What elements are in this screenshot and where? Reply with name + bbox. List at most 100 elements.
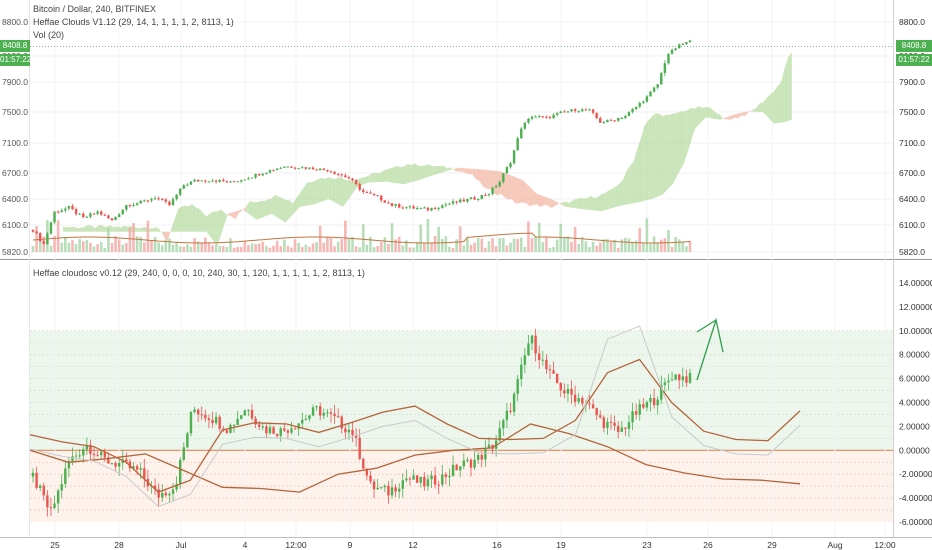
- price-candle: [117, 214, 121, 218]
- cloud-segment: [141, 226, 146, 232]
- price-candle: [548, 117, 552, 119]
- volume-bar: [376, 246, 379, 252]
- osc-axis-label: 2.00000: [899, 421, 930, 431]
- osc-candle: [545, 359, 548, 370]
- price-candle: [505, 167, 509, 174]
- price-candle: [405, 207, 408, 209]
- volume-bar: [146, 220, 150, 252]
- volume-bar: [667, 229, 670, 252]
- osc-candle: [35, 472, 38, 488]
- volume-bar: [383, 237, 387, 252]
- volume-bar: [642, 243, 645, 252]
- price-candle: [46, 233, 49, 245]
- cloud-segment: [149, 228, 153, 232]
- osc-candle: [552, 370, 555, 374]
- price-candle: [42, 241, 45, 245]
- osc-candle: [498, 428, 501, 441]
- cloud-segment: [242, 206, 247, 212]
- cloud-segment: [170, 220, 175, 232]
- cloud-segment: [536, 193, 541, 207]
- osc-candle: [283, 428, 286, 431]
- osc-candle: [437, 484, 440, 486]
- price-candle: [275, 168, 279, 171]
- cloud-segment: [608, 188, 613, 210]
- price-candle: [333, 171, 336, 174]
- price-candle: [577, 111, 580, 113]
- osc-candle: [243, 410, 247, 416]
- price-candle: [92, 213, 96, 215]
- osc-candle: [509, 410, 512, 412]
- cloud-segment: [210, 211, 214, 242]
- cloud-segment: [328, 177, 333, 201]
- osc-candle: [376, 487, 379, 490]
- volume-bar: [35, 226, 38, 252]
- volume-bar: [656, 242, 659, 252]
- osc-candle: [143, 468, 146, 479]
- price-candle: [182, 185, 185, 189]
- volume-bar: [160, 245, 164, 252]
- osc-candle: [606, 421, 609, 428]
- cloud-segment: [407, 164, 412, 184]
- osc-candle: [168, 493, 171, 496]
- volume-bar: [71, 240, 74, 252]
- price-candle: [347, 177, 351, 179]
- osc-candle: [293, 428, 297, 430]
- volume-bar: [293, 239, 297, 252]
- osc-candle: [609, 421, 613, 423]
- price-candle: [139, 200, 142, 204]
- price-candle: [272, 170, 275, 172]
- volume-bar: [458, 226, 462, 252]
- volume-bar: [225, 247, 229, 252]
- price-candle: [178, 188, 182, 195]
- cloud-segment: [727, 115, 731, 120]
- osc-candle: [602, 417, 606, 428]
- price-candle: [563, 111, 566, 113]
- price-candle: [581, 109, 584, 112]
- volume-bar: [401, 245, 405, 252]
- volume-bar: [297, 242, 300, 252]
- osc-candle: [60, 484, 63, 491]
- volume-bar: [315, 242, 318, 252]
- volume-bar: [609, 241, 613, 252]
- cloud-segment: [77, 227, 81, 232]
- volume-bar: [663, 238, 667, 252]
- cloud-segment: [526, 183, 530, 207]
- price-candle: [146, 200, 150, 202]
- cloud-segment: [770, 91, 774, 124]
- volume-bar: [31, 246, 35, 252]
- price-candle: [362, 189, 365, 192]
- price-candle: [588, 109, 591, 111]
- volume-bar: [114, 236, 117, 252]
- volume-bar: [340, 239, 344, 252]
- cloud-segment: [156, 227, 160, 232]
- osc-axis-label: -2.00000: [899, 469, 932, 479]
- price-candle: [552, 114, 555, 119]
- price-candle: [78, 213, 81, 215]
- price-axis-label: 8800.0: [899, 17, 925, 27]
- volume-bar: [462, 245, 466, 252]
- osc-candle: [469, 459, 473, 468]
- price-candle: [189, 181, 193, 185]
- price-candle: [193, 179, 196, 182]
- volume-bar: [171, 244, 175, 252]
- osc-candle: [426, 479, 430, 487]
- volume-bar: [336, 241, 340, 252]
- osc-candle: [344, 428, 347, 433]
- volume-bar: [631, 242, 634, 252]
- osc-candle: [383, 485, 387, 488]
- volume-bar: [502, 238, 505, 252]
- volume-bar: [283, 239, 286, 252]
- cloud-segment: [723, 117, 728, 120]
- cloud-segment: [292, 197, 297, 215]
- volume-bar: [595, 245, 598, 252]
- price-candle: [527, 118, 530, 123]
- price-candle: [627, 112, 631, 117]
- price-candle: [161, 198, 164, 200]
- volume-bar: [211, 245, 214, 252]
- volume-bar: [530, 237, 534, 252]
- osc-candle: [430, 475, 433, 480]
- cloud-segment: [91, 225, 96, 232]
- osc-candle: [581, 398, 584, 404]
- cloud-segment: [256, 201, 261, 220]
